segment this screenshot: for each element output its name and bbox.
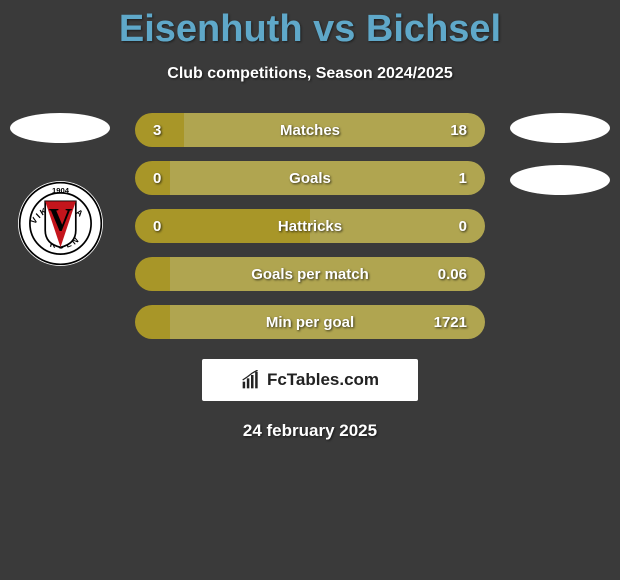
stat-bar: Min per goal 1721 (135, 305, 485, 339)
stat-bar: 3 Matches 18 (135, 113, 485, 147)
bar-value-left: 0 (153, 218, 161, 235)
subtitle: Club competitions, Season 2024/2025 (0, 65, 620, 83)
bar-label: Min per goal (266, 314, 354, 331)
watermark-text: FcTables.com (267, 370, 379, 390)
bar-label: Hattricks (278, 218, 342, 235)
bar-segment-left (135, 305, 170, 339)
page-title: Eisenhuth vs Bichsel (0, 0, 620, 51)
club-badge-left: 1904 VIKTORIA KOLN V (18, 181, 103, 266)
bar-value-right: 1721 (434, 314, 467, 331)
stat-bar: Goals per match 0.06 (135, 257, 485, 291)
comparison-panel: 1904 VIKTORIA KOLN V 3 Matches 18 0 Goals 1 0 H… (0, 113, 620, 441)
bar-value-right: 0 (459, 218, 467, 235)
player-flag-left (10, 113, 110, 143)
bar-label: Matches (280, 122, 340, 139)
stat-bar: 0 Goals 1 (135, 161, 485, 195)
bar-label: Goals per match (251, 266, 369, 283)
bar-label: Goals (289, 170, 331, 187)
stat-bar: 0 Hattricks 0 (135, 209, 485, 243)
left-player-col: 1904 VIKTORIA KOLN V (10, 113, 110, 266)
watermark: FcTables.com (202, 359, 418, 401)
bar-value-left: 3 (153, 122, 161, 139)
stat-bars: 3 Matches 18 0 Goals 1 0 Hattricks 0 Goals per ma… (135, 113, 485, 339)
svg-text:V: V (48, 201, 71, 237)
chart-icon (241, 370, 261, 390)
bar-segment-left (135, 257, 170, 291)
right-player-col (510, 113, 610, 195)
bar-value-right: 1 (459, 170, 467, 187)
player-flag-right-1 (510, 113, 610, 143)
player-flag-right-2 (510, 165, 610, 195)
bar-value-right: 0.06 (438, 266, 467, 283)
date-label: 24 february 2025 (0, 421, 620, 441)
bar-value-right: 18 (450, 122, 467, 139)
badge-year: 1904 (51, 186, 69, 195)
bar-value-left: 0 (153, 170, 161, 187)
